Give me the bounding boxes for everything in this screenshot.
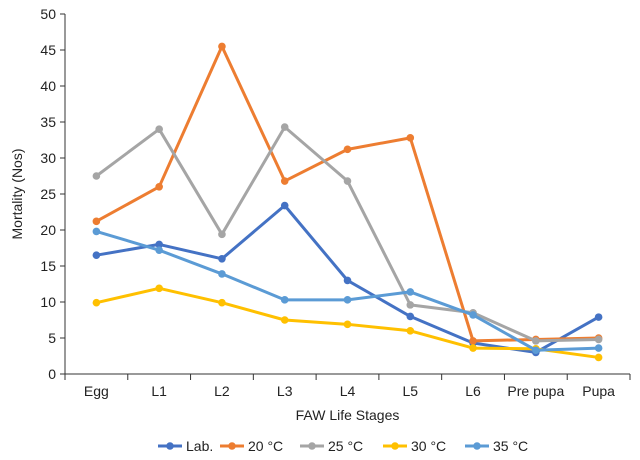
y-tick-label: 30 bbox=[40, 150, 56, 166]
x-tick-label: Egg bbox=[84, 383, 109, 399]
data-point bbox=[92, 298, 101, 307]
x-tick-label: L5 bbox=[402, 383, 418, 399]
data-point bbox=[406, 134, 415, 142]
data-point bbox=[343, 296, 352, 304]
data-point bbox=[280, 316, 289, 324]
series-25-c bbox=[92, 123, 603, 345]
y-tick-label: 45 bbox=[40, 42, 56, 58]
data-point bbox=[469, 311, 477, 319]
data-point bbox=[280, 296, 289, 304]
data-point bbox=[406, 327, 415, 335]
legend-item: 20 °C bbox=[220, 438, 283, 454]
series-lab bbox=[92, 201, 603, 357]
y-tick-label: 0 bbox=[48, 366, 56, 382]
legend-label: 30 °C bbox=[411, 438, 446, 454]
legend-swatch-marker bbox=[473, 442, 481, 450]
y-axis-ticks: 0 5 10 15 20 25 30 35 40 45 50 bbox=[40, 6, 65, 382]
series-30-c bbox=[92, 284, 603, 362]
legend: Lab. 20 °C 25 °C 30 °C 35 °C bbox=[158, 438, 528, 454]
data-point bbox=[406, 288, 415, 296]
x-axis-ticks: Egg L1 L2 L3 L4 L5 L6 Pre pupa Pupa bbox=[64, 374, 631, 399]
y-tick-label: 35 bbox=[40, 114, 56, 130]
data-point bbox=[155, 240, 163, 249]
x-tick-label: L4 bbox=[340, 383, 356, 399]
data-point bbox=[343, 145, 352, 154]
data-point bbox=[155, 284, 163, 293]
data-point bbox=[218, 270, 226, 278]
data-point bbox=[594, 353, 603, 362]
data-point bbox=[532, 346, 540, 355]
legend-swatch-marker bbox=[391, 442, 399, 450]
series-35-c bbox=[92, 227, 603, 355]
data-point bbox=[594, 335, 603, 344]
data-point bbox=[594, 313, 603, 321]
y-tick-label: 50 bbox=[40, 6, 56, 22]
x-tick-label: L1 bbox=[151, 383, 167, 399]
data-point bbox=[218, 298, 226, 307]
x-tick-label: L3 bbox=[277, 383, 293, 399]
data-point bbox=[218, 42, 226, 51]
legend-label: 25 °C bbox=[328, 438, 363, 454]
legend-item: 25 °C bbox=[300, 438, 363, 454]
legend-label: Lab. bbox=[186, 438, 213, 454]
x-tick-label: L6 bbox=[465, 383, 481, 399]
data-point bbox=[406, 312, 415, 321]
x-axis-title: FAW Life Stages bbox=[296, 407, 400, 423]
legend-label: 35 °C bbox=[493, 438, 528, 454]
data-point bbox=[343, 177, 352, 185]
legend-swatch-marker bbox=[166, 442, 174, 450]
data-point bbox=[532, 337, 540, 345]
x-tick-label: Pre pupa bbox=[507, 383, 564, 399]
data-point bbox=[343, 320, 352, 329]
data-point bbox=[155, 125, 163, 133]
data-point bbox=[469, 337, 477, 345]
legend-item: Lab. bbox=[158, 438, 213, 454]
legend-swatch-marker bbox=[308, 442, 316, 450]
data-point bbox=[218, 254, 226, 263]
data-point bbox=[343, 276, 352, 285]
data-point bbox=[280, 123, 289, 131]
y-tick-label: 20 bbox=[40, 222, 56, 238]
data-point bbox=[469, 344, 477, 352]
data-point bbox=[280, 177, 289, 185]
legend-item: 35 °C bbox=[465, 438, 528, 454]
data-point bbox=[92, 172, 101, 180]
data-point bbox=[92, 251, 101, 259]
data-point bbox=[155, 183, 163, 191]
data-point bbox=[155, 246, 163, 254]
legend-swatch-marker bbox=[228, 442, 236, 450]
y-tick-label: 40 bbox=[40, 78, 56, 94]
y-tick-label: 15 bbox=[40, 258, 56, 274]
data-point bbox=[92, 227, 101, 236]
y-tick-label: 10 bbox=[40, 294, 56, 310]
series-layer bbox=[92, 42, 603, 362]
legend-item: 30 °C bbox=[383, 438, 446, 454]
data-point bbox=[280, 201, 289, 210]
data-point bbox=[406, 301, 415, 309]
data-point bbox=[92, 217, 101, 226]
legend-label: 20 °C bbox=[248, 438, 283, 454]
x-tick-label: Pupa bbox=[582, 383, 615, 399]
x-tick-label: L2 bbox=[214, 383, 230, 399]
data-point bbox=[218, 230, 226, 239]
data-point bbox=[594, 344, 603, 352]
y-tick-label: 25 bbox=[40, 186, 56, 202]
y-axis-title: Mortality (Nos) bbox=[9, 148, 25, 239]
y-tick-label: 5 bbox=[48, 330, 56, 346]
